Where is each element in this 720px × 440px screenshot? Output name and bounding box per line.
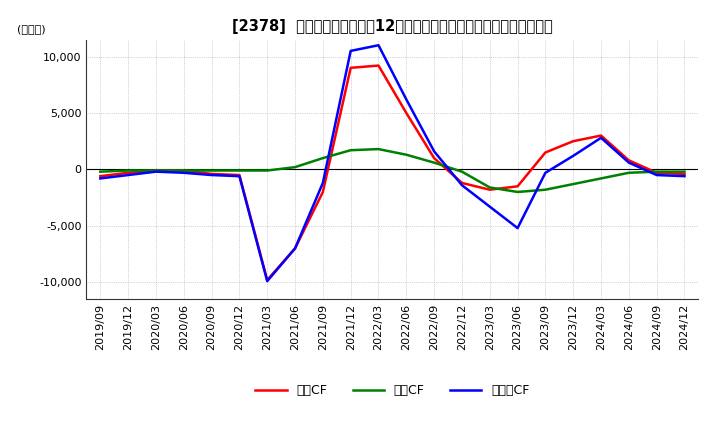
営業CF <box>152 168 161 173</box>
フリーCF <box>624 160 633 165</box>
フリーCF <box>291 246 300 251</box>
フリーCF <box>263 279 271 284</box>
フリーCF <box>179 170 188 176</box>
営業CF <box>652 170 661 176</box>
フリーCF <box>569 153 577 158</box>
投資CF <box>569 181 577 187</box>
フリーCF <box>597 135 606 140</box>
投資CF <box>680 169 689 174</box>
投資CF <box>458 169 467 174</box>
営業CF <box>96 173 104 179</box>
フリーCF <box>430 149 438 154</box>
営業CF <box>430 155 438 161</box>
フリーCF <box>96 176 104 181</box>
投資CF <box>541 187 550 192</box>
Legend: 営業CF, 投資CF, フリーCF: 営業CF, 投資CF, フリーCF <box>251 379 534 402</box>
フリーCF <box>680 173 689 179</box>
フリーCF <box>485 204 494 209</box>
投資CF <box>318 155 327 161</box>
営業CF <box>569 139 577 144</box>
営業CF <box>318 189 327 194</box>
営業CF <box>458 180 467 186</box>
フリーCF <box>458 183 467 188</box>
投資CF <box>652 169 661 174</box>
営業CF <box>485 187 494 192</box>
フリーCF <box>235 173 243 179</box>
投資CF <box>235 168 243 173</box>
営業CF <box>346 65 355 70</box>
投資CF <box>207 168 216 173</box>
投資CF <box>513 189 522 194</box>
フリーCF <box>374 43 383 48</box>
投資CF <box>346 147 355 153</box>
投資CF <box>263 168 271 173</box>
投資CF <box>402 152 410 158</box>
フリーCF <box>124 172 132 178</box>
投資CF <box>374 147 383 152</box>
投資CF <box>291 165 300 170</box>
営業CF <box>541 150 550 155</box>
投資CF <box>430 160 438 165</box>
フリーCF <box>513 225 522 231</box>
営業CF <box>513 183 522 189</box>
フリーCF <box>541 170 550 176</box>
営業CF <box>179 168 188 173</box>
投資CF <box>624 170 633 176</box>
Title: [2378]  キャッシュフローの12か月移動合計の対前年同期増減額の推移: [2378] キャッシュフローの12か月移動合計の対前年同期増減額の推移 <box>232 19 553 34</box>
Line: 投資CF: 投資CF <box>100 149 685 192</box>
フリーCF <box>318 180 327 186</box>
投資CF <box>124 168 132 173</box>
フリーCF <box>652 172 661 178</box>
投資CF <box>485 185 494 190</box>
投資CF <box>152 168 161 173</box>
フリーCF <box>402 97 410 102</box>
営業CF <box>263 277 271 282</box>
投資CF <box>597 176 606 181</box>
営業CF <box>124 170 132 176</box>
Line: フリーCF: フリーCF <box>100 45 685 281</box>
フリーCF <box>207 172 216 178</box>
投資CF <box>179 168 188 173</box>
営業CF <box>374 63 383 68</box>
営業CF <box>291 246 300 251</box>
営業CF <box>597 133 606 138</box>
投資CF <box>96 169 104 174</box>
フリーCF <box>346 48 355 54</box>
営業CF <box>207 171 216 176</box>
営業CF <box>624 158 633 163</box>
営業CF <box>680 171 689 176</box>
Y-axis label: (百万円): (百万円) <box>17 24 45 34</box>
営業CF <box>402 110 410 116</box>
営業CF <box>235 172 243 178</box>
フリーCF <box>152 169 161 174</box>
Line: 営業CF: 営業CF <box>100 66 685 280</box>
